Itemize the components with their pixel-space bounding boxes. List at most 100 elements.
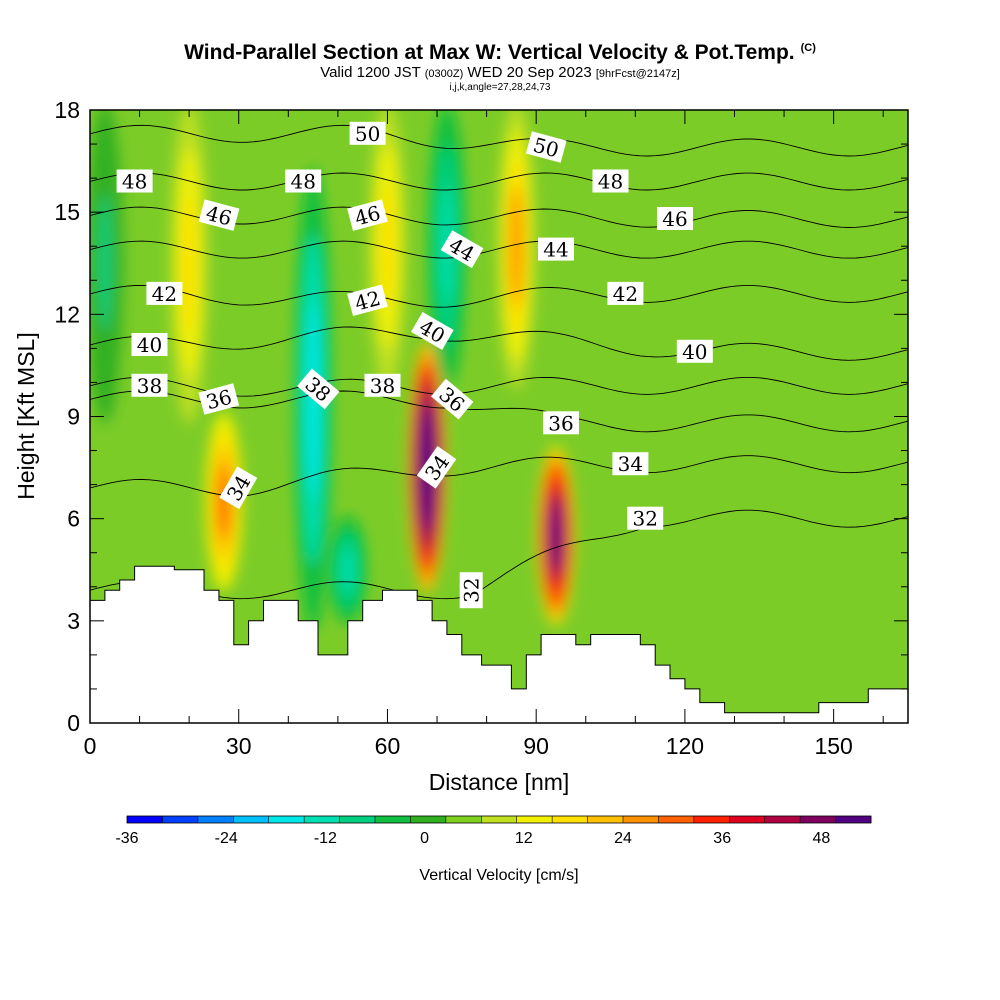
x-tick-label: 0 <box>84 733 97 759</box>
contour-label-box <box>146 281 183 305</box>
contour-label-box <box>131 333 168 356</box>
velocity-cores-layer <box>90 110 575 632</box>
theta-contour-48 <box>90 172 908 191</box>
chart-title-block: Wind-Parallel Section at Max W: Vertical… <box>0 36 1000 93</box>
contour-label-box <box>131 373 168 397</box>
contour-label-32: 32 <box>459 572 484 609</box>
theta-contour-42 <box>90 284 908 308</box>
contour-label-box <box>612 452 649 476</box>
colorbar-swatch <box>197 816 234 823</box>
velocity-core-9 <box>98 194 112 333</box>
velocity-core-3 <box>182 194 196 333</box>
colorbar-swatch <box>339 816 376 823</box>
colorbar-swatch <box>375 816 411 823</box>
colorbar-swatch <box>410 816 447 823</box>
colorbar-swatch <box>304 816 340 823</box>
y-tick-label: 9 <box>67 404 80 430</box>
contour-label-38: 38 <box>364 373 401 398</box>
colorbar-swatch <box>162 816 199 823</box>
contour-label-text: 48 <box>122 170 147 194</box>
contour-label-46: 46 <box>657 207 693 231</box>
colorbar-swatch <box>481 816 518 823</box>
contour-label-box <box>431 378 474 420</box>
contour-label-36: 36 <box>543 411 579 435</box>
x-tick-label: 30 <box>226 733 252 759</box>
x-tick-label: 120 <box>666 733 704 759</box>
contour-label-box <box>364 373 401 397</box>
contour-label-text: 48 <box>598 170 623 194</box>
colorbar-tick-label: -24 <box>215 830 238 847</box>
colorbar-swatch <box>835 816 872 823</box>
theta-contour-44 <box>90 240 908 259</box>
contour-label-box <box>198 383 240 415</box>
contour-label-40: 40 <box>676 339 713 364</box>
chart-subtitle: Valid 1200 JST (0300Z) WED 20 Sep 2023 [… <box>320 64 680 81</box>
contour-label-box <box>219 466 258 510</box>
contour-label-box <box>676 339 713 363</box>
contour-label-box <box>592 169 629 193</box>
contour-label-text: 32 <box>632 507 657 531</box>
velocity-core-2 <box>549 497 563 575</box>
contour-label-box <box>627 506 664 530</box>
x-axis-title: Distance [nm] <box>429 769 570 795</box>
terrain <box>90 565 908 723</box>
colorbar-swatch <box>127 816 163 823</box>
colorbar-swatch <box>800 816 836 823</box>
velocity-core-0 <box>217 463 231 540</box>
contour-label-box <box>416 445 457 489</box>
velocity-core-5 <box>509 184 523 308</box>
contour-label-text: 32 <box>460 577 484 602</box>
contour-label-box <box>440 230 484 269</box>
contour-label-box <box>347 199 388 231</box>
contour-label-text: 44 <box>543 238 568 262</box>
colorbar-tick-label: 12 <box>515 830 533 847</box>
contour-label-36: 36 <box>198 383 240 415</box>
contour-label-48: 48 <box>285 169 322 194</box>
contour-label-50: 50 <box>525 131 567 163</box>
colorbar-swatch <box>623 816 659 823</box>
theta-contour-40 <box>90 326 908 361</box>
contour-label-text: 34 <box>618 452 643 476</box>
colorbar-swatch <box>516 816 553 823</box>
contour-label-40: 40 <box>131 333 168 357</box>
colorbar: -36 -24 -12 0 12 24 36 48 <box>115 815 872 847</box>
colorbar-title: Vertical Velocity [cm/s] <box>419 867 578 884</box>
velocity-core-7 <box>341 546 355 593</box>
y-tick-label: 0 <box>67 710 80 736</box>
colorbar-tick-label: -12 <box>314 830 337 847</box>
colorbar-swatch <box>233 816 270 823</box>
contour-label-42: 42 <box>607 281 644 306</box>
contour-label-text: 38 <box>370 374 395 398</box>
contour-label-box <box>538 237 574 261</box>
colorbar-tick-label: -36 <box>115 830 138 847</box>
contour-label-box <box>607 281 644 305</box>
contour-label-box <box>297 368 340 410</box>
y-tick-label: 18 <box>54 97 80 123</box>
y-tick-label: 6 <box>67 506 80 532</box>
contour-label-box <box>525 131 567 163</box>
contour-label-34: 34 <box>612 452 649 476</box>
contour-label-box <box>657 207 693 230</box>
contour-label-text: 42 <box>152 282 177 306</box>
colorbar-swatch <box>587 816 624 823</box>
colorbar-tick-label: 48 <box>813 830 831 847</box>
contour-label-42: 42 <box>146 281 183 306</box>
colorbar-swatch <box>693 816 730 823</box>
x-tick-label: 60 <box>375 733 401 759</box>
colorbar-swatch <box>552 816 588 823</box>
contour-label-box <box>285 169 322 193</box>
colorbar-swatch <box>764 816 801 823</box>
contour-label-text: 42 <box>613 282 638 306</box>
contour-label-text: 48 <box>290 170 315 194</box>
colorbar-swatch <box>268 816 305 823</box>
x-tick-label: 150 <box>814 733 852 759</box>
contour-label-text: 46 <box>662 207 687 231</box>
contour-label-box <box>349 121 386 145</box>
chart-subtitle-indices: i,j,k,angle=27,28,24,73 <box>449 82 551 93</box>
contour-label-32: 32 <box>627 506 664 531</box>
contour-label-box <box>198 199 240 231</box>
colorbar-frame <box>126 815 872 824</box>
